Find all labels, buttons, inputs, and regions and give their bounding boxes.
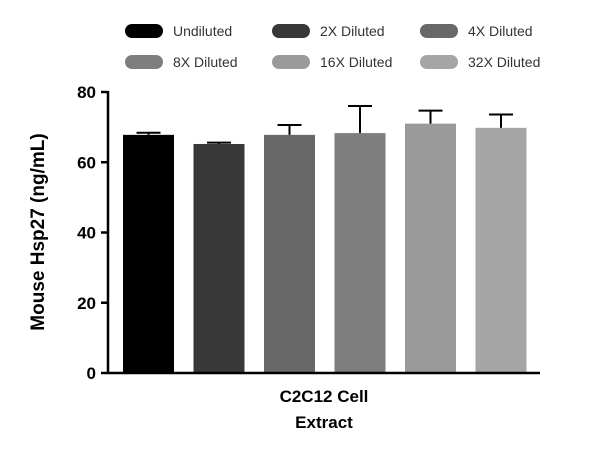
bar-8x-diluted <box>334 133 386 373</box>
legend-label-16x-diluted: 16X Diluted <box>320 54 392 70</box>
legend-label-32x-diluted: 32X Diluted <box>468 54 540 70</box>
bar-2x-diluted <box>193 143 245 373</box>
y-tick-label: 60 <box>77 153 96 172</box>
legend-swatch-16x-diluted <box>272 55 310 69</box>
legend-label-4x-diluted: 4X Diluted <box>468 23 533 39</box>
y-axis-title: Mouse Hsp27 (ng/mL) <box>28 133 49 330</box>
bar-4x-diluted <box>264 134 315 373</box>
bar-16x-diluted <box>405 123 456 373</box>
y-ticks: 0 20 40 60 80 <box>77 83 108 383</box>
error-bars <box>136 105 513 144</box>
legend-swatch-undiluted <box>125 24 163 38</box>
bar-32x-diluted <box>475 127 527 373</box>
y-tick-label: 20 <box>77 294 96 313</box>
legend: Undiluted 2X Diluted 4X Diluted 8X Diluted 1… <box>125 23 540 70</box>
y-tick-label: 40 <box>77 224 96 243</box>
legend-swatch-8x-diluted <box>125 55 163 69</box>
legend-swatch-32x-diluted <box>420 55 458 69</box>
x-axis-label-line-2: Extract <box>295 413 353 432</box>
bar-undiluted <box>123 134 174 373</box>
legend-swatch-2x-diluted <box>272 24 310 38</box>
legend-label-2x-diluted: 2X Diluted <box>320 23 385 39</box>
legend-label-undiluted: Undiluted <box>173 23 232 39</box>
legend-swatch-4x-diluted <box>420 24 458 38</box>
x-axis-label-line-1: C2C12 Cell <box>280 387 369 406</box>
bars <box>123 123 527 373</box>
legend-label-8x-diluted: 8X Diluted <box>173 54 238 70</box>
y-tick-label: 0 <box>87 364 96 383</box>
y-tick-label: 80 <box>77 83 96 102</box>
